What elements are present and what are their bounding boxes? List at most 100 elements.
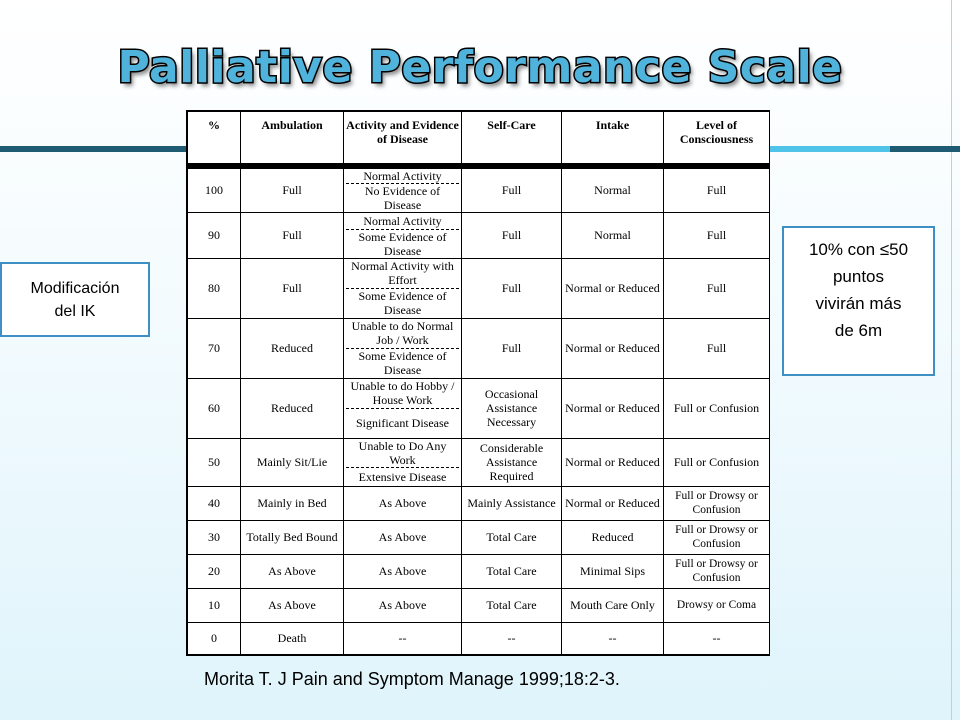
cell-self-care: Total Care — [461, 553, 562, 589]
cell-percent: 30 — [187, 519, 241, 555]
pps-table: % Ambulation Activity and Evidence of Di… — [187, 111, 770, 656]
header-ambulation: Ambulation — [240, 111, 344, 169]
cell-ambulation: Mainly in Bed — [240, 485, 344, 521]
table-row: 10 As Above As Above Total Care Mouth Care O… — [187, 587, 770, 623]
cell-ambulation: Totally Bed Bound — [240, 519, 344, 555]
cell-activity: As Above — [343, 587, 462, 623]
cell-activity-line: As Above — [378, 598, 427, 613]
cell-self-care: Total Care — [461, 587, 562, 623]
cell-percent: 10 — [187, 587, 241, 623]
cell-intake: Normal — [561, 165, 664, 213]
cell-activity: Unable to Do Any Work Extensive Disease — [343, 437, 462, 487]
table-row: 0 Death -- -- -- -- — [187, 621, 770, 656]
cell-percent: 40 — [187, 485, 241, 521]
header-intake: Intake — [561, 111, 664, 169]
cell-activity: Unable to do Hobby / House Work Significa… — [343, 377, 462, 439]
cell-intake: Normal or Reduced — [561, 377, 664, 439]
cell-consciousness: Full or Drowsy or Confusion — [663, 519, 770, 555]
cell-activity: As Above — [343, 519, 462, 555]
cell-ambulation: Full — [240, 211, 344, 259]
cell-ambulation: Full — [240, 165, 344, 213]
cell-percent: 90 — [187, 211, 241, 259]
note-right-line4: de 6m — [834, 321, 883, 340]
cell-self-care: Total Care — [461, 519, 562, 555]
table-row: 70 Reduced Unable to do Normal Job / Work S… — [187, 317, 770, 379]
cell-consciousness: Full — [663, 317, 770, 379]
slide-title: Palliative Performance Scale — [116, 41, 844, 95]
cell-intake: Normal — [561, 211, 664, 259]
cell-percent: 80 — [187, 257, 241, 319]
decorative-bar-left — [0, 146, 188, 152]
cell-percent: 0 — [187, 621, 241, 656]
cell-intake: Normal or Reduced — [561, 437, 664, 487]
cell-activity: Normal Activity No Evidence of Disease — [343, 165, 462, 213]
note-box-left: Modificación del IK — [0, 262, 150, 337]
cell-activity-line: -- — [398, 631, 407, 646]
cell-self-care: Full — [461, 211, 562, 259]
cell-activity-line: Normal Activity — [363, 168, 442, 183]
cell-intake: Reduced — [561, 519, 664, 555]
cell-intake: Mouth Care Only — [561, 587, 664, 623]
cell-activity-line: Normal Activity with Effort — [351, 259, 454, 288]
cell-self-care: Considerable Assistance Required — [461, 437, 562, 487]
cell-activity-line: Some Evidence of Disease — [346, 287, 459, 318]
cell-consciousness: Full or Confusion — [663, 377, 770, 439]
cell-activity-line: Significant Disease — [346, 407, 459, 438]
cell-self-care: Full — [461, 257, 562, 319]
cell-activity-line: As Above — [378, 530, 427, 545]
cell-percent: 100 — [187, 165, 241, 213]
cell-percent: 20 — [187, 553, 241, 589]
table-row: 50 Mainly Sit/Lie Unable to Do Any Work Ext… — [187, 437, 770, 487]
cell-ambulation: Death — [240, 621, 344, 656]
cell-activity: As Above — [343, 485, 462, 521]
note-right-line1: 10% con ≤50 — [808, 240, 909, 259]
cell-ambulation: Reduced — [240, 317, 344, 379]
table-row: 20 As Above As Above Total Care Minimal Sips… — [187, 553, 770, 589]
cell-activity-line: Unable to do Hobby / House Work — [350, 379, 455, 408]
cell-consciousness: Full or Confusion — [663, 437, 770, 487]
cell-activity-line: Some Evidence of Disease — [346, 228, 459, 258]
citation: Morita T. J Pain and Symptom Manage 1999… — [204, 669, 620, 689]
cell-consciousness: Full or Drowsy or Confusion — [663, 485, 770, 521]
table-row: 80 Full Normal Activity with Effort Some Ev… — [187, 257, 770, 319]
note-right-line2: puntos — [832, 267, 885, 286]
cell-intake: Normal or Reduced — [561, 485, 664, 521]
cell-ambulation: Mainly Sit/Lie — [240, 437, 344, 487]
header-self-care: Self-Care — [461, 111, 562, 169]
cell-activity: Normal Activity Some Evidence of Disease — [343, 211, 462, 259]
cell-activity: Normal Activity with Effort Some Evidence… — [343, 257, 462, 319]
table-row: 100 Full Normal Activity No Evidence of Dis… — [187, 165, 770, 213]
cell-activity: Unable to do Normal Job / Work Some Evide… — [343, 317, 462, 379]
cell-consciousness: Full — [663, 257, 770, 319]
note-right-line3: vivirán más — [815, 294, 902, 313]
table-row: 60 Reduced Unable to do Hobby / House Work… — [187, 377, 770, 439]
header-percent: % — [187, 111, 241, 169]
cell-self-care: -- — [461, 621, 562, 656]
cell-activity-line: Unable to do Normal Job / Work — [351, 319, 454, 348]
cell-percent: 60 — [187, 377, 241, 439]
cell-activity-line: As Above — [378, 496, 427, 511]
cell-activity-line: Extensive Disease — [346, 466, 459, 486]
decorative-bar-right — [890, 146, 960, 152]
table-row: 30 Totally Bed Bound As Above Total Care Red… — [187, 519, 770, 555]
cell-ambulation: As Above — [240, 587, 344, 623]
table-row: 40 Mainly in Bed As Above Mainly Assistance… — [187, 485, 770, 521]
cell-consciousness: Full — [663, 211, 770, 259]
pps-table-container: % Ambulation Activity and Evidence of Di… — [186, 110, 770, 656]
header-activity: Activity and Evidence of Disease — [343, 111, 462, 169]
cell-consciousness: Full — [663, 165, 770, 213]
cell-intake: Normal or Reduced — [561, 317, 664, 379]
cell-intake: Minimal Sips — [561, 553, 664, 589]
cell-self-care: Full — [461, 317, 562, 379]
cell-activity-line: Some Evidence of Disease — [346, 347, 459, 378]
table-body: 100 Full Normal Activity No Evidence of Dis… — [187, 165, 770, 656]
cell-consciousness: -- — [663, 621, 770, 656]
cell-self-care: Occasional Assistance Necessary — [461, 377, 562, 439]
cell-ambulation: As Above — [240, 553, 344, 589]
cell-percent: 50 — [187, 437, 241, 487]
table-row: 90 Full Normal Activity Some Evidence of Di… — [187, 211, 770, 259]
right-edge-line — [951, 0, 952, 720]
cell-ambulation: Reduced — [240, 377, 344, 439]
table-header-row: % Ambulation Activity and Evidence of Di… — [187, 111, 770, 169]
header-consciousness: Level of Consciousness — [663, 111, 770, 169]
